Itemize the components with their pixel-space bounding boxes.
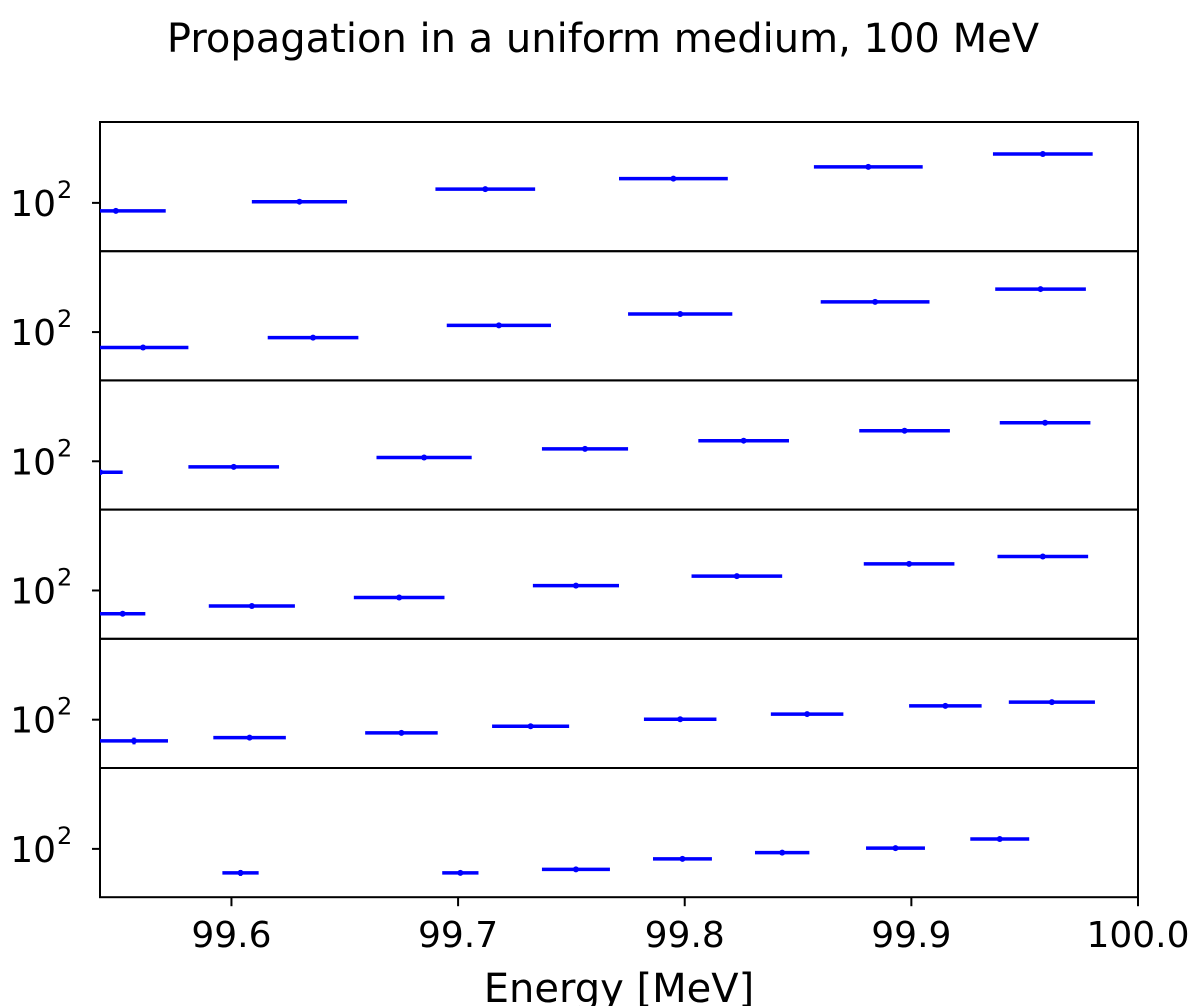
x-tick-label: 99.6 (191, 915, 271, 956)
panel-4: 10 2 (10, 508, 1139, 640)
y-tick-label: 10 (10, 571, 56, 612)
x-tick-label: 99.8 (645, 915, 725, 956)
panel-3: 10 2 (10, 379, 1139, 511)
data-point-marker (237, 869, 244, 876)
y-tick-label: 10 (10, 830, 56, 871)
data-point-marker (457, 869, 464, 876)
data-point-marker (527, 723, 534, 730)
x-axis: 99.6 99.7 99.8 99.9 100.0 (191, 897, 1190, 956)
data-point-marker (679, 855, 686, 862)
x-tick-label: 99.7 (418, 915, 498, 956)
data-point-marker (100, 469, 103, 476)
data-point-marker (677, 716, 684, 723)
data-point-marker (119, 610, 126, 617)
panel-points (100, 286, 1086, 351)
panel-frame (99, 767, 1139, 899)
x-axis-label: Energy [MeV] (484, 966, 754, 1006)
data-point-marker (248, 602, 255, 609)
panel-points (222, 835, 1030, 876)
data-point-marker (865, 163, 872, 170)
panel-points (100, 419, 1091, 476)
data-point-marker (1048, 699, 1055, 706)
y-tick-exponent: 2 (57, 434, 72, 462)
y-tick-label: 10 (10, 313, 56, 354)
x-tick-label: 100.0 (1086, 915, 1189, 956)
data-point-marker (901, 427, 908, 434)
panel-points (100, 699, 1095, 745)
data-point-marker (1042, 419, 1049, 426)
data-point-marker (1037, 286, 1044, 293)
data-point-marker (740, 437, 747, 444)
data-point-marker (246, 734, 253, 741)
data-point-marker (398, 729, 405, 736)
data-point-marker (906, 560, 913, 567)
panel-frame (99, 637, 1139, 769)
y-tick-exponent: 2 (57, 176, 72, 204)
data-point-marker (310, 334, 317, 341)
data-point-marker (421, 454, 428, 461)
panel-frame (99, 379, 1139, 511)
data-point-marker (804, 711, 811, 718)
y-tick-exponent: 2 (57, 305, 72, 333)
data-point-marker (396, 594, 403, 601)
data-point-marker (112, 207, 119, 214)
data-point-marker (779, 849, 786, 856)
data-point-marker (230, 463, 237, 470)
y-tick-exponent: 2 (57, 693, 72, 721)
data-point-marker (733, 573, 740, 580)
data-point-marker (677, 310, 684, 317)
panel-points (100, 553, 1089, 617)
data-point-marker (942, 702, 949, 709)
y-tick-exponent: 2 (57, 563, 72, 591)
data-point-marker (670, 175, 677, 182)
data-point-marker (572, 866, 579, 873)
y-tick-label: 10 (10, 701, 56, 742)
panel-frame (99, 121, 1139, 253)
data-point-marker (495, 322, 502, 329)
data-point-marker (130, 737, 137, 744)
data-point-marker (582, 445, 589, 452)
panel-frame (99, 250, 1139, 382)
data-point-marker (296, 198, 303, 205)
panel-1: 10 2 (10, 121, 1139, 253)
data-point-marker (872, 298, 879, 305)
data-point-marker (572, 582, 579, 589)
y-tick-label: 10 (10, 184, 56, 225)
data-point-marker (996, 835, 1003, 842)
chart-title: Propagation in a uniform medium, 100 MeV (167, 16, 1040, 62)
y-tick-exponent: 2 (57, 822, 72, 850)
panel-5: 10 2 (10, 637, 1139, 769)
panel-2: 10 2 (10, 250, 1139, 382)
data-point-marker (1039, 553, 1046, 560)
data-point-marker (892, 845, 899, 852)
data-point-marker (140, 344, 147, 351)
data-point-marker (482, 186, 489, 193)
panel-points (100, 150, 1093, 214)
panel-6: 10 2 (10, 767, 1139, 899)
x-tick-label: 99.9 (871, 915, 951, 956)
y-tick-label: 10 (10, 442, 56, 483)
data-point-marker (1039, 150, 1046, 157)
panel-frame (99, 508, 1139, 640)
panels: 10 210 210 210 210 210 2 (10, 121, 1139, 899)
